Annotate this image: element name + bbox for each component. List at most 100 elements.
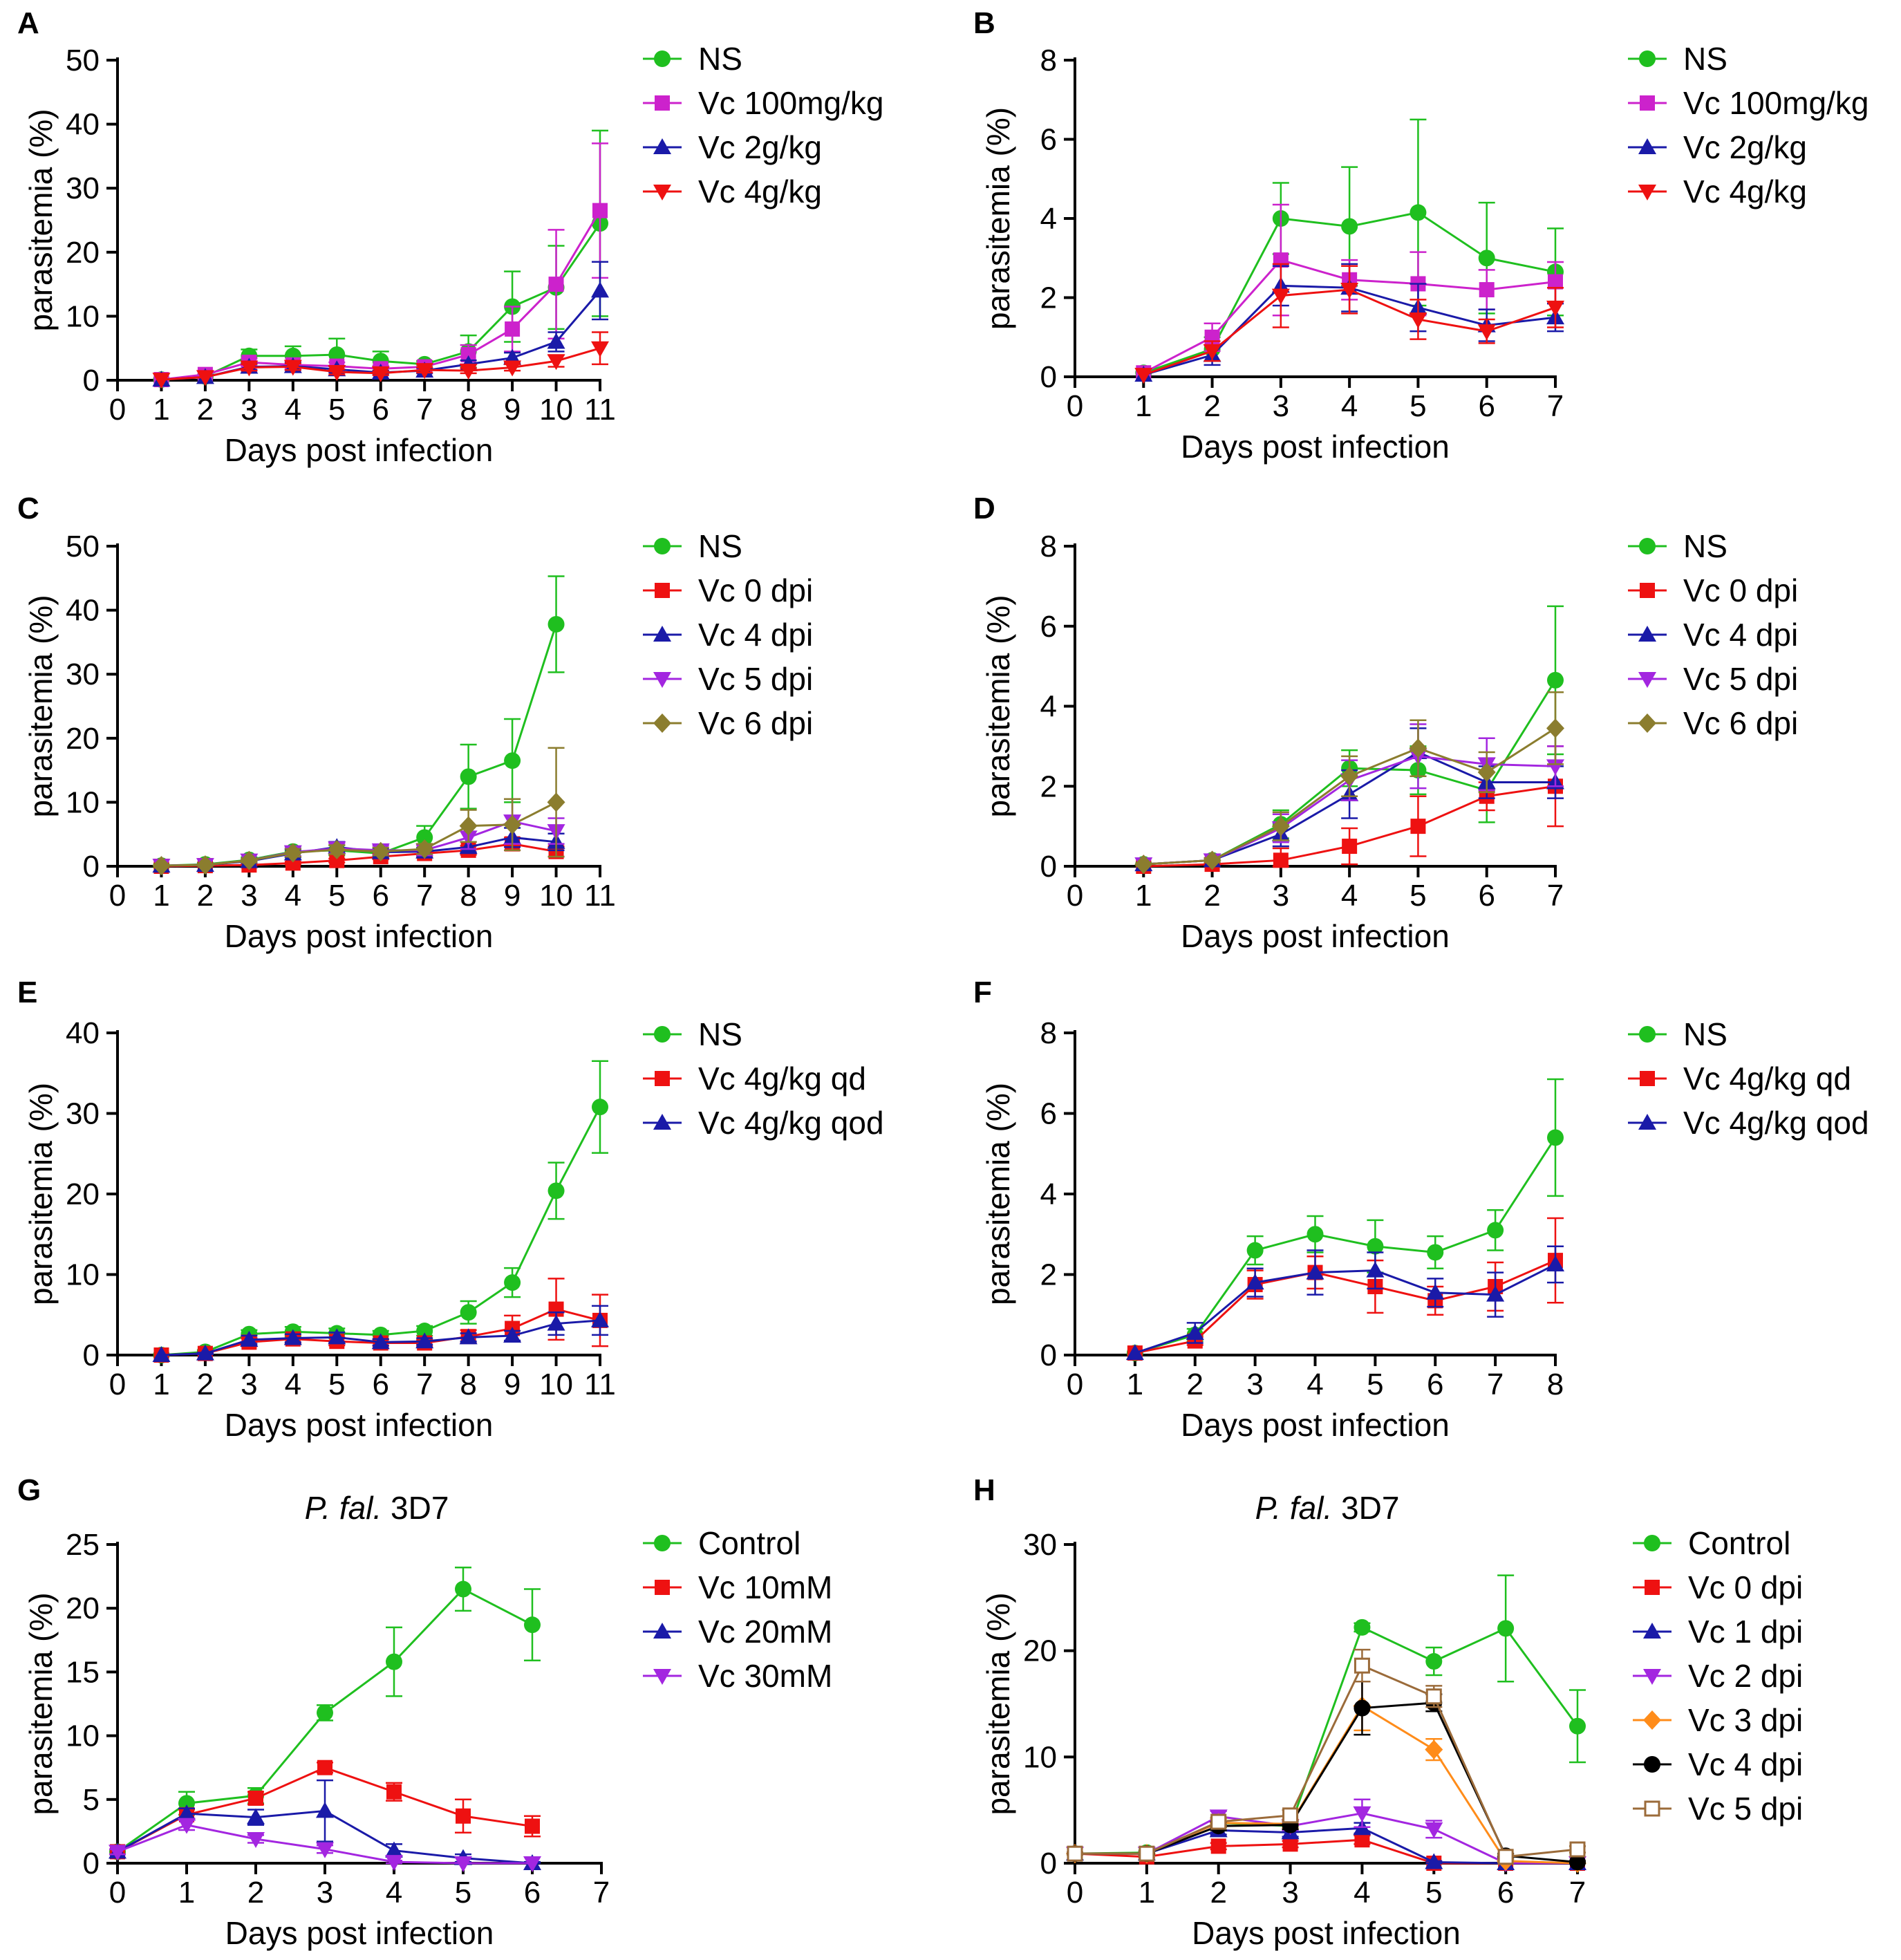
legend-label: Control <box>1688 1525 1790 1561</box>
data-point <box>460 1304 477 1321</box>
x-tick-label: 6 <box>1497 1876 1514 1910</box>
y-tick-label: 4 <box>1040 690 1057 724</box>
y-tick-label: 40 <box>66 594 100 628</box>
data-point <box>505 321 521 337</box>
data-point <box>178 1818 196 1834</box>
y-tick-label: 25 <box>66 1528 100 1562</box>
y-tick-label: 2 <box>1040 769 1057 803</box>
y-tick-label: 6 <box>1040 610 1057 644</box>
x-tick-label: 7 <box>593 1876 610 1910</box>
data-point <box>283 843 302 863</box>
x-tick-label: 2 <box>197 1368 214 1401</box>
data-point <box>1409 312 1427 328</box>
x-tick-label: 4 <box>1341 879 1358 913</box>
data-point <box>1477 324 1496 341</box>
chart-title: P. fal. 3D7 <box>305 1490 449 1526</box>
data-point <box>247 1808 265 1824</box>
legend-label: Vc 0 dpi <box>1683 572 1798 608</box>
legend-label: NS <box>1683 41 1727 77</box>
x-tick-label: 5 <box>328 1368 345 1401</box>
legend-marker <box>653 185 671 200</box>
y-tick-label: 8 <box>1040 44 1057 77</box>
legend-marker <box>654 1535 671 1551</box>
data-point <box>1478 250 1495 267</box>
y-tick-label: 40 <box>66 1016 100 1050</box>
legend-marker <box>654 50 671 67</box>
legend-label: Vc 6 dpi <box>1683 705 1798 741</box>
data-point <box>459 816 478 836</box>
data-point <box>1139 1845 1155 1862</box>
data-point <box>385 1841 403 1858</box>
data-point <box>1426 1283 1445 1300</box>
x-tick-label: 6 <box>524 1876 541 1910</box>
data-point <box>317 1704 333 1721</box>
x-axis-label: Days post infection <box>225 1915 494 1951</box>
chart-title: P. fal. 3D7 <box>1255 1490 1400 1526</box>
data-point <box>547 333 565 349</box>
x-tick-label: 0 <box>1067 389 1083 423</box>
legend-marker <box>1644 1800 1660 1817</box>
data-point <box>1569 1717 1586 1735</box>
x-tick-label: 0 <box>1067 879 1083 913</box>
x-tick-label: 9 <box>504 879 521 913</box>
x-tick-label: 5 <box>328 393 345 427</box>
x-tick-label: 2 <box>1204 389 1220 423</box>
y-tick-label: 0 <box>1040 1338 1057 1372</box>
data-point <box>1203 850 1221 870</box>
y-tick-label: 0 <box>1040 360 1057 394</box>
x-tick-label: 7 <box>1547 389 1564 423</box>
series-line <box>1134 1259 1556 1354</box>
data-point <box>1354 1699 1371 1717</box>
series-ns <box>153 129 608 389</box>
data-point <box>386 1784 402 1800</box>
data-point <box>1410 819 1426 834</box>
legend: NS Vc 0 dpi Vc 4 dpi Vc 5 dpi Vc 6 dpi <box>643 528 813 741</box>
data-point <box>1425 1739 1443 1760</box>
series-line <box>1134 1137 1557 1354</box>
series-vc-30mm <box>109 1818 541 1872</box>
data-point <box>1425 1688 1442 1705</box>
legend-label: Vc 4g/kg <box>1683 174 1807 209</box>
x-tick-label: 5 <box>328 879 345 913</box>
data-point <box>415 363 434 380</box>
legend-label: Vc 6 dpi <box>698 705 813 741</box>
y-tick-label: 20 <box>1023 1634 1057 1668</box>
x-tick-label: 1 <box>1139 1876 1155 1910</box>
data-point <box>240 1330 259 1347</box>
data-point <box>548 277 564 292</box>
panel-letter: E <box>17 976 37 1009</box>
x-tick-label: 1 <box>153 879 169 913</box>
data-point <box>152 373 171 389</box>
legend-label: Vc 2g/kg <box>1683 129 1807 165</box>
series-vc-4g-kg <box>1134 263 1564 384</box>
legend-marker <box>1638 672 1656 688</box>
x-axis-label: Days post infection <box>225 1407 494 1443</box>
x-tick-label: 0 <box>109 393 126 427</box>
x-tick-label: 1 <box>153 1368 169 1401</box>
data-point <box>1354 1832 1370 1848</box>
data-point <box>1546 718 1564 738</box>
y-tick-label: 10 <box>66 299 100 333</box>
data-point <box>283 1329 302 1345</box>
legend-label: Vc 5 dpi <box>1688 1791 1803 1827</box>
legend-label: Vc 4g/kg qod <box>1683 1105 1869 1141</box>
x-tick-label: 5 <box>1410 879 1426 913</box>
x-axis-label: Days post infection <box>1181 1407 1450 1443</box>
legend: Control Vc 10mM Vc 20mM Vc 30mM <box>643 1525 832 1694</box>
data-point <box>523 1856 541 1872</box>
legend-label: Vc 4 dpi <box>1688 1746 1803 1782</box>
data-point <box>1125 1344 1144 1361</box>
x-tick-label: 2 <box>1204 879 1220 913</box>
data-point <box>1342 839 1358 855</box>
series-vc-6-dpi <box>152 747 565 876</box>
legend-label: Vc 30mM <box>698 1658 832 1694</box>
x-tick-label: 0 <box>1067 1876 1083 1910</box>
x-tick-label: 5 <box>455 1876 471 1910</box>
legend-marker <box>655 583 670 598</box>
data-point <box>454 1856 472 1872</box>
legend-marker <box>1638 713 1656 733</box>
y-axis-label: parasitemia (%) <box>980 1592 1016 1815</box>
x-tick-label: 5 <box>1425 1876 1442 1910</box>
